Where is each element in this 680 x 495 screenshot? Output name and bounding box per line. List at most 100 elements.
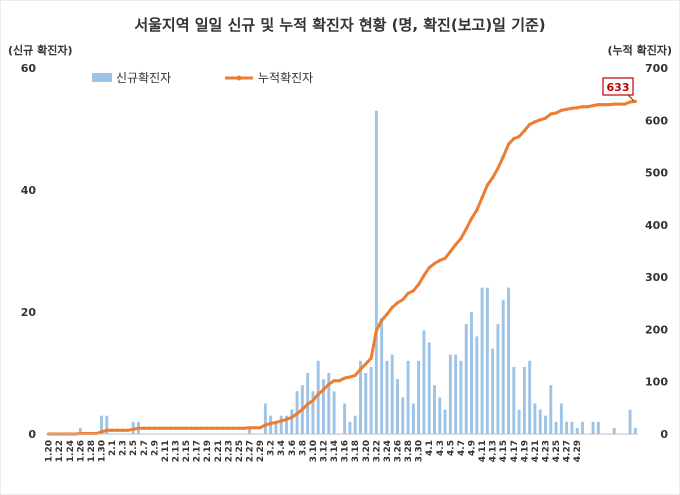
left-axis-title: (신규 확진자) [8, 43, 72, 57]
cumulative-point [163, 426, 167, 430]
cumulative-point [263, 423, 267, 427]
bar [417, 360, 421, 434]
cumulative-point [512, 137, 516, 141]
bar [633, 427, 637, 434]
cumulative-point [390, 305, 394, 310]
cumulative-point [475, 208, 479, 212]
x-tick-label: 3.28 [404, 440, 414, 462]
callout-leader [627, 94, 635, 102]
cumulative-point [311, 398, 315, 403]
legend: 신규확진자 누적확진자 [92, 71, 313, 85]
cumulative-point [554, 111, 558, 115]
bar [475, 336, 479, 434]
bar [448, 354, 452, 434]
bar [316, 360, 320, 434]
x-axis-ticks: 1.20 1.22 1.24 1.26 1.28 1.30 2.1 2.3 2.5 2.7 2.9 2… [45, 440, 584, 462]
x-tick-label: 1.20 [45, 440, 55, 462]
cumulative-point [121, 428, 125, 432]
bar [459, 360, 463, 434]
cumulative-point [269, 421, 273, 426]
cumulative-point [501, 155, 505, 159]
cumulative-point [422, 274, 426, 278]
cumulative-point [533, 120, 537, 124]
legend-line-marker [236, 75, 242, 81]
cumulative-point [274, 420, 278, 425]
x-tick-label: 4.27 [563, 440, 573, 462]
bar [628, 409, 632, 434]
bar [591, 421, 595, 434]
x-tick-label: 3.8 [298, 440, 308, 456]
cumulative-point [591, 104, 595, 108]
bar [343, 403, 347, 434]
x-tick-label: 2.13 [172, 440, 182, 462]
bar [559, 403, 563, 434]
cumulative-point [152, 426, 156, 430]
x-tick-label: 2.1 [108, 440, 118, 456]
x-tick-label: 4.13 [489, 440, 499, 462]
cumulative-point [221, 426, 225, 430]
x-tick-label: 4.7 [457, 440, 467, 456]
cumulative-point [136, 426, 141, 430]
cumulative-point [337, 379, 341, 383]
x-tick-label: 4.17 [510, 440, 520, 462]
x-tick-label: 4.29 [573, 440, 583, 462]
x-tick-label: 2.21 [214, 440, 224, 462]
cumulative-point [528, 122, 532, 127]
cumulative-point [517, 134, 521, 139]
bar [522, 366, 526, 434]
cumulative-point [247, 426, 252, 430]
cumulative-point [506, 142, 511, 146]
y-right-tick-label: 400 [645, 219, 668, 232]
cumulative-point [237, 426, 241, 430]
bar [454, 354, 458, 434]
cumulative-point [464, 227, 468, 231]
x-tick-label: 1.30 [98, 440, 108, 462]
cumulative-point [522, 129, 527, 133]
cumulative-point [395, 301, 400, 305]
callout-value: 633 [607, 81, 630, 94]
bar [385, 360, 389, 434]
x-tick-label: 4.5 [446, 440, 456, 456]
cumulative-point [353, 373, 357, 377]
cumulative-point [454, 243, 458, 247]
x-tick-label: 3.26 [394, 440, 404, 462]
cumulative-point [438, 258, 442, 262]
y-right-tick-label: 700 [645, 62, 668, 75]
bar [596, 421, 600, 434]
cumulative-point [480, 196, 484, 200]
cumulative-point [617, 102, 622, 106]
cumulative-point [596, 103, 601, 107]
cumulative-point [110, 428, 114, 432]
bar [533, 403, 537, 434]
bar [427, 342, 431, 434]
bar [78, 427, 82, 434]
bar [105, 415, 109, 434]
bar [348, 421, 352, 434]
cumulative-point [496, 166, 500, 170]
x-tick-label: 4.3 [436, 440, 446, 456]
bar [433, 385, 436, 434]
cumulative-point [565, 107, 569, 111]
cumulative-point [295, 412, 299, 416]
cumulative-point [549, 112, 553, 116]
y-right-tick-label: 600 [645, 114, 668, 127]
bar [100, 415, 103, 434]
x-tick-label: 2.25 [235, 440, 245, 462]
x-tick-label: 4.9 [468, 440, 478, 456]
cumulative-point [427, 266, 431, 270]
bar [612, 427, 616, 434]
cumulative-point [443, 256, 447, 260]
bar [480, 287, 484, 434]
cumulative-point [575, 106, 579, 110]
bar [575, 427, 579, 434]
cumulative-point [184, 426, 188, 430]
bar [443, 409, 447, 434]
cumulative-point [385, 312, 389, 316]
legend-bar-swatch [92, 73, 112, 82]
y-left-tick-label: 20 [21, 306, 37, 319]
bar [422, 330, 426, 434]
x-tick-label: 2.15 [182, 440, 192, 462]
cumulative-point [448, 249, 452, 254]
x-tick-label: 4.15 [499, 440, 509, 462]
bar [396, 379, 399, 434]
